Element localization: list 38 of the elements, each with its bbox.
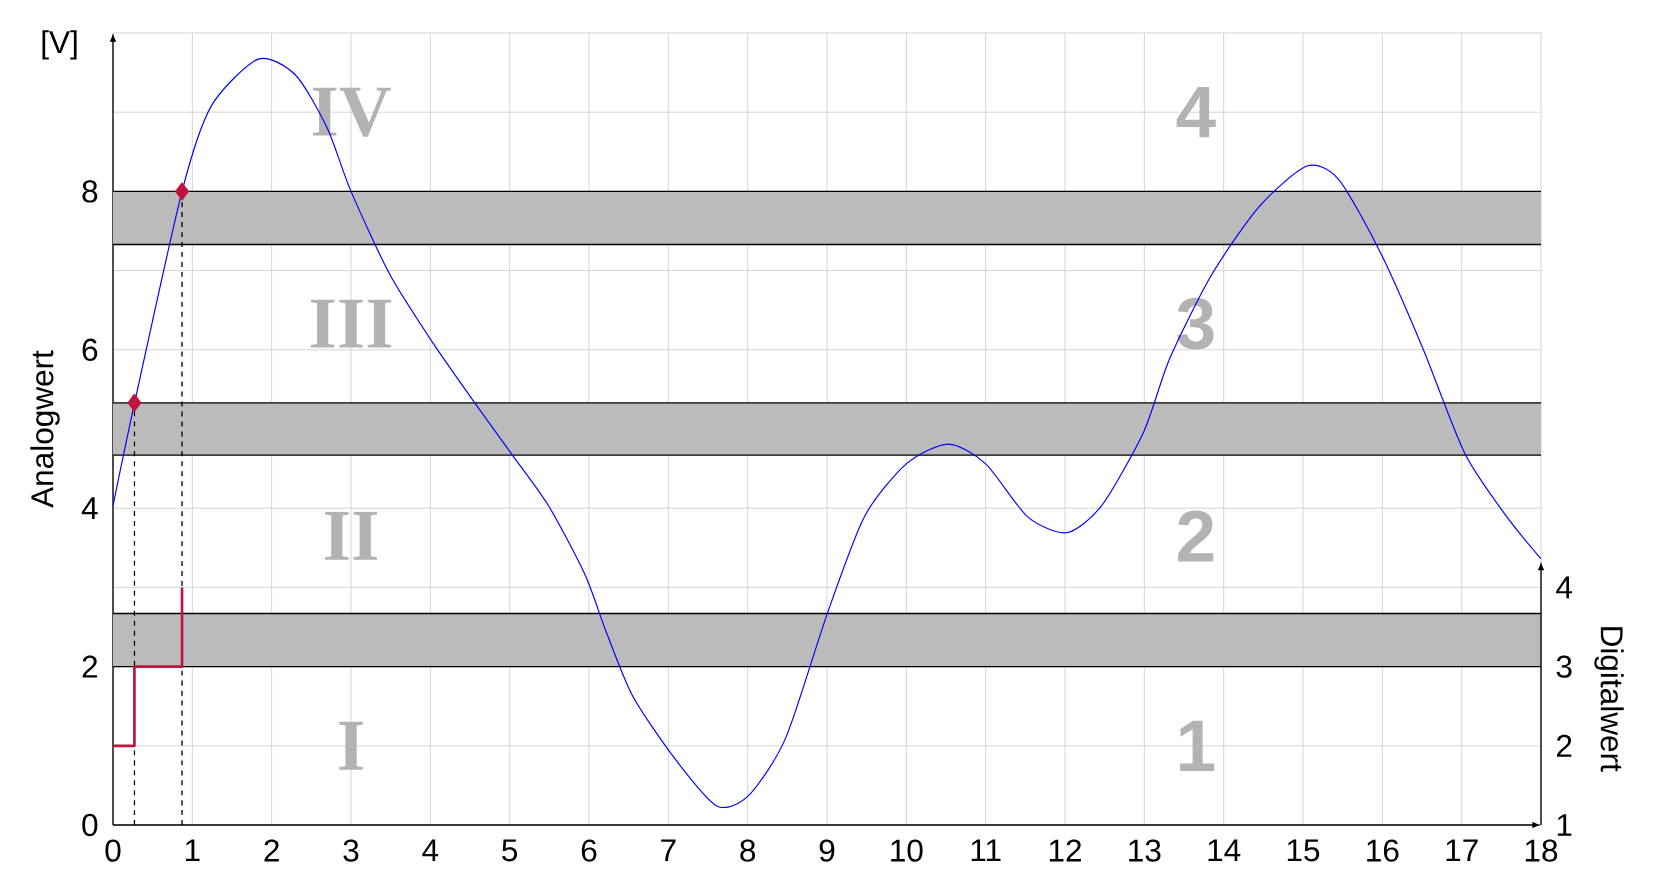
- x-tick-label: 9: [819, 839, 835, 862]
- y2-axis-title: Digitalwert: [1594, 627, 1624, 772]
- x-tick-label: 1: [185, 839, 200, 862]
- x-tick-label: 4: [422, 839, 439, 862]
- x-tick-label: 7: [661, 839, 676, 862]
- x-tick-label: 13: [1129, 839, 1161, 862]
- y-tick-label: 8: [82, 180, 98, 203]
- y-tick-label: 4: [81, 497, 98, 520]
- x-tick-label: 0: [105, 839, 121, 862]
- line-series: [113, 58, 1542, 807]
- text: [V]: [42, 30, 77, 60]
- annotation: I: [339, 721, 363, 770]
- y-tick-label: 6: [82, 338, 98, 361]
- y-axis-title: Analogwert: [30, 350, 60, 508]
- annotation: III: [310, 299, 392, 348]
- y2-tick-label: 2: [1557, 734, 1572, 757]
- y-tick-label: 0: [82, 813, 98, 837]
- x-tick-label: 8: [740, 839, 756, 862]
- x-tick-label: 5: [502, 839, 518, 862]
- x-tick-label: 18: [1525, 839, 1558, 862]
- x-tick-label: 15: [1287, 839, 1320, 862]
- annotation: 1: [1180, 720, 1215, 771]
- x-tick-label: 16: [1367, 839, 1399, 862]
- annotation: 4: [1176, 87, 1216, 138]
- annotation: 2: [1178, 510, 1214, 562]
- x-tick-label: 14: [1208, 839, 1241, 862]
- y-tick-label: 2: [82, 655, 98, 678]
- x-tick-label: 3: [343, 839, 359, 862]
- x-tick-label: 11: [971, 839, 1001, 862]
- x-tick-label: 17: [1446, 839, 1478, 862]
- x-tick-label: 2: [264, 839, 279, 862]
- x-tick-label: 12: [1049, 839, 1081, 862]
- y2-tick-label: 1: [1557, 814, 1572, 836]
- annotation: II: [325, 511, 378, 560]
- x-tick-label: 10: [891, 839, 923, 862]
- y2-tick-label: 4: [1556, 576, 1573, 599]
- x-tick-label: 6: [581, 839, 597, 862]
- y2-tick-label: 3: [1556, 655, 1572, 678]
